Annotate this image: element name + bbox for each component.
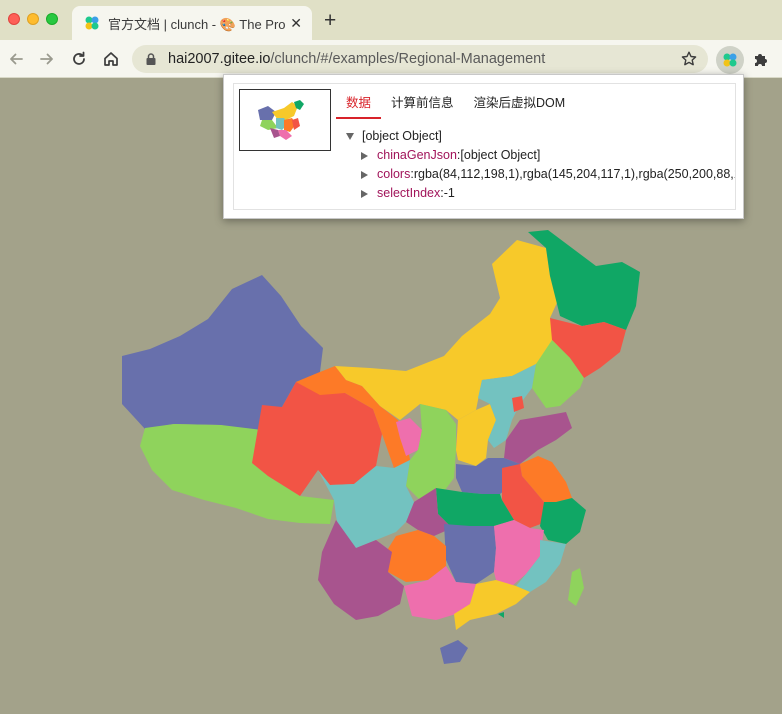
map-region-jiangsu[interactable] bbox=[520, 456, 572, 502]
map-region-heilongjiang[interactable] bbox=[528, 230, 640, 330]
reload-icon bbox=[73, 51, 85, 65]
map-region-tianjin[interactable] bbox=[512, 396, 524, 412]
map-region-ningxia[interactable] bbox=[396, 418, 422, 456]
tree-item-value: [object Object] bbox=[460, 148, 541, 162]
back-button[interactable] bbox=[3, 46, 29, 72]
tab-title: 官方文档 | clunch - 🎨 The Pro bbox=[108, 16, 286, 32]
map-region-sichuan[interactable] bbox=[318, 460, 414, 548]
map-region-jiangxi[interactable] bbox=[494, 520, 544, 586]
map-region-qinghai[interactable] bbox=[252, 372, 382, 496]
minimize-window-button[interactable] bbox=[27, 13, 39, 25]
data-tree: [object Object] chinaGenJson:[object Obj… bbox=[346, 127, 735, 203]
tab-rendered-virtual-dom[interactable]: 渲染后虚拟DOM bbox=[473, 96, 566, 110]
clunch-favicon-icon bbox=[85, 16, 99, 30]
arrow-right-icon bbox=[40, 53, 53, 65]
new-tab-button[interactable]: + bbox=[324, 9, 337, 32]
map-region-hubei[interactable] bbox=[436, 488, 514, 528]
devtools-tabs: 数据 计算前信息 渲染后虚拟DOM bbox=[336, 90, 575, 119]
map-region-jilin[interactable] bbox=[550, 318, 626, 378]
home-icon bbox=[104, 52, 118, 66]
caret-right-icon[interactable] bbox=[361, 189, 368, 198]
clunch-extension-icon bbox=[723, 53, 737, 67]
caret-right-icon[interactable] bbox=[361, 151, 368, 160]
browser-tab[interactable]: 官方文档 | clunch - 🎨 The Pro ✕ bbox=[72, 6, 312, 40]
tab-strip: 官方文档 | clunch - 🎨 The Pro ✕ + bbox=[0, 0, 782, 40]
map-region-shandong[interactable] bbox=[504, 412, 572, 464]
map-region-zhejiang[interactable] bbox=[540, 498, 586, 544]
tree-item-key: chinaGenJson bbox=[377, 148, 457, 162]
url-text: hai2007.gitee.io/clunch/#/examples/Regio… bbox=[168, 51, 545, 67]
arrow-left-icon bbox=[10, 53, 23, 65]
tree-item-key: selectIndex bbox=[377, 186, 441, 200]
caret-down-icon[interactable] bbox=[346, 133, 354, 141]
popup-panel: 数据 计算前信息 渲染后虚拟DOM [object Object] chinaG… bbox=[233, 83, 736, 210]
map-region-hebei[interactable] bbox=[478, 364, 536, 448]
lock-icon bbox=[146, 53, 156, 65]
tree-item-row[interactable]: colors:rgba(84,112,198,1),rgba(145,204,1… bbox=[346, 165, 735, 184]
tree-item-separator: : bbox=[440, 186, 444, 200]
browser-toolbar: hai2007.gitee.io/clunch/#/examples/Regio… bbox=[0, 40, 782, 78]
tree-item-value: rgba(84,112,198,1),rgba(145,204,117,1),r… bbox=[413, 167, 735, 181]
clunch-devtools-popup: 数据 计算前信息 渲染后虚拟DOM [object Object] chinaG… bbox=[223, 74, 744, 219]
url-path: /clunch/#/examples/Regional-Management bbox=[270, 51, 546, 67]
map-region-gansu[interactable] bbox=[296, 366, 410, 468]
home-button[interactable] bbox=[98, 46, 124, 72]
maximize-window-button[interactable] bbox=[46, 13, 58, 25]
url-host: hai2007.gitee.io bbox=[168, 51, 271, 67]
thumbnail-image bbox=[258, 100, 304, 140]
tree-root-row[interactable]: [object Object] bbox=[346, 127, 735, 146]
map-region-hongkong[interactable] bbox=[498, 612, 504, 618]
map-region-xinjiang[interactable] bbox=[122, 275, 323, 436]
map-region-yunnan[interactable] bbox=[318, 520, 404, 620]
map-region-hunan[interactable] bbox=[444, 524, 496, 584]
tree-item-separator: : bbox=[410, 167, 414, 181]
map-region-fujian[interactable] bbox=[516, 540, 566, 592]
map-region-hainan[interactable] bbox=[440, 640, 468, 664]
map-region-taiwan[interactable] bbox=[568, 568, 584, 606]
close-tab-icon[interactable]: ✕ bbox=[290, 15, 302, 31]
address-bar[interactable]: hai2007.gitee.io/clunch/#/examples/Regio… bbox=[132, 45, 708, 73]
map-region-tibet[interactable] bbox=[140, 424, 334, 524]
close-window-button[interactable] bbox=[8, 13, 20, 25]
clunch-extension-button[interactable] bbox=[716, 46, 744, 74]
tree-item-value: -1 bbox=[443, 186, 455, 200]
map-region-chongqing[interactable] bbox=[406, 488, 452, 536]
tab-data[interactable]: 数据 bbox=[336, 90, 382, 119]
map-region-guangdong[interactable] bbox=[454, 580, 530, 630]
map-region-shaanxi[interactable] bbox=[406, 404, 456, 500]
map-region-guangxi[interactable] bbox=[404, 566, 476, 620]
tree-item-separator: : bbox=[456, 148, 461, 162]
map-thumbnail bbox=[239, 89, 331, 151]
map-region-guizhou[interactable] bbox=[386, 530, 446, 582]
forward-button[interactable] bbox=[34, 46, 60, 72]
map-region-shanxi[interactable] bbox=[456, 404, 496, 466]
tree-root-label: [object Object] bbox=[362, 129, 442, 143]
map-region-inner-mongolia[interactable] bbox=[335, 240, 566, 420]
china-region-map bbox=[122, 230, 640, 664]
tree-item-row[interactable]: chinaGenJson:[object Object] bbox=[346, 146, 735, 165]
reload-button[interactable] bbox=[66, 46, 92, 72]
extensions-puzzle-icon[interactable] bbox=[752, 50, 770, 68]
tree-item-key: colors bbox=[377, 167, 411, 181]
caret-right-icon[interactable] bbox=[361, 170, 368, 179]
map-region-anhui[interactable] bbox=[502, 464, 546, 528]
bookmark-star-icon[interactable] bbox=[680, 50, 698, 68]
tree-item-row[interactable]: selectIndex:-1 bbox=[346, 184, 735, 203]
tab-pre-compute-info[interactable]: 计算前信息 bbox=[391, 96, 454, 110]
map-region-liaoning[interactable] bbox=[532, 340, 584, 408]
